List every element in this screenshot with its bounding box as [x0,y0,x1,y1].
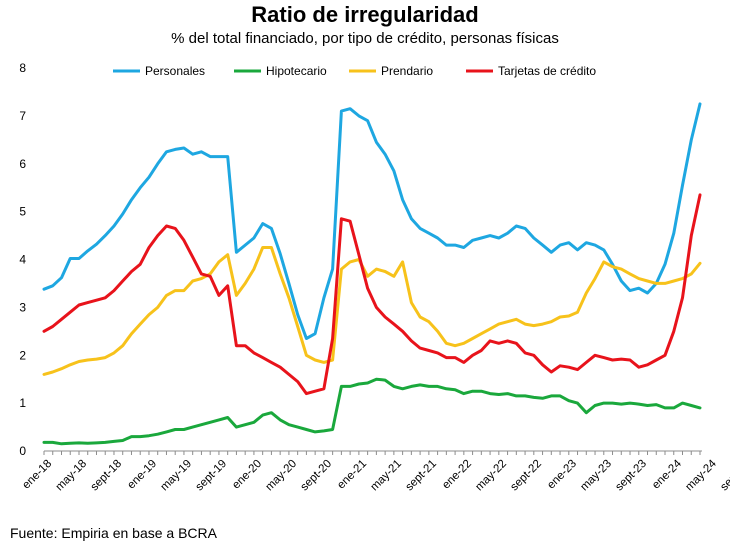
x-tick-label: ene-19 [125,458,159,492]
x-axis: ene-18 may-18 sept-18 ene-19 may-19 sept-19 en… [20,450,730,494]
y-tick-label: 1 [19,396,26,410]
y-tick-label: 7 [19,109,26,123]
legend-label: Tarjetas de crédito [498,64,596,78]
x-tick-label: sept-24 [718,457,730,493]
y-axis: 0 1 2 3 4 5 6 7 8 [19,61,26,458]
chart-title: Ratio de irregularidad [251,2,479,27]
x-tick-label: sept-23 [613,458,649,494]
y-tick-label: 6 [19,157,26,171]
y-tick-label: 2 [19,348,26,362]
chart-legend: Personales Hipotecario Prendario Tarjetas d… [113,64,596,78]
chart-subtitle: % del total financiado, por tipo de créd… [171,30,559,47]
x-tick-label: may-18 [54,458,90,494]
x-tick-label: ene-21 [335,458,369,492]
y-tick-label: 0 [19,444,26,458]
x-tick-label: sept-20 [298,458,334,494]
series-layer [42,102,702,446]
series-line-2 [42,246,702,376]
legend-label: Personales [145,64,205,78]
x-tick-label: may-19 [159,458,195,494]
chart-source: Fuente: Empiria en base a BCRA [10,525,217,541]
x-tick-label: sept-19 [194,458,230,494]
x-tick-label: sept-21 [403,458,439,494]
x-tick-label: ene-24 [650,457,684,491]
y-tick-label: 8 [19,61,26,75]
series-line-3 [42,193,702,396]
x-tick-label: may-23 [578,458,614,494]
x-tick-label: ene-18 [20,458,54,492]
y-tick-label: 5 [19,205,26,219]
x-tick-label: may-22 [473,458,509,494]
y-tick-label: 4 [19,253,26,267]
legend-label: Prendario [381,64,433,78]
x-tick-label: sept-18 [89,458,125,494]
x-tick-label: may-20 [264,458,300,494]
line-chart: Personales Hipotecario Prendario Tarjetas d… [19,61,730,494]
x-tick-label: sept-22 [508,458,544,494]
series-line-1 [42,377,702,446]
legend-label: Hipotecario [266,64,327,78]
x-tick-label: ene-22 [440,458,474,492]
x-tick-label: may-21 [368,458,404,494]
series-line-0 [42,102,702,340]
x-tick-label: ene-20 [230,458,264,492]
x-tick-label: ene-23 [545,458,579,492]
y-tick-label: 3 [19,300,26,314]
x-tick-label: may-24 [683,457,719,493]
